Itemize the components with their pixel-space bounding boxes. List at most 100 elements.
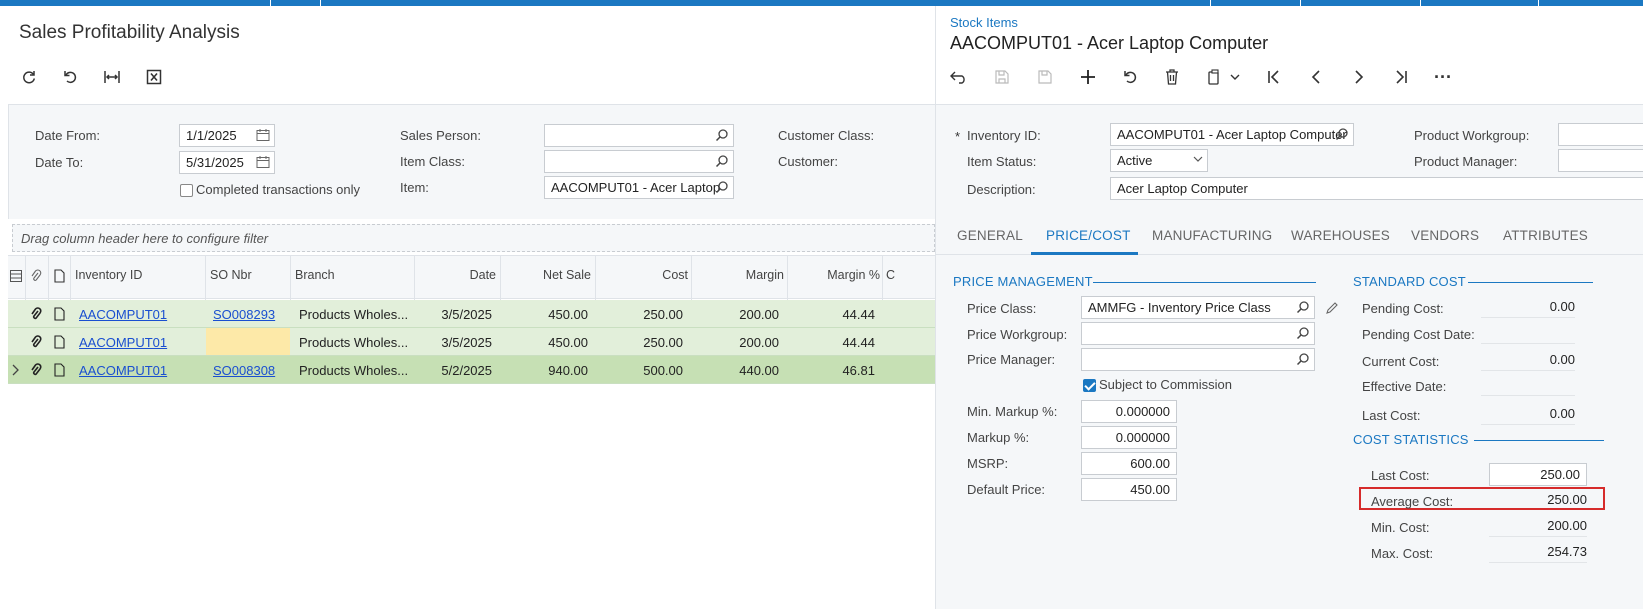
search-icon[interactable] — [715, 154, 729, 168]
save-icon[interactable] — [1032, 64, 1058, 90]
price-class-label: Price Class: — [967, 301, 1037, 316]
tab-general[interactable]: GENERAL — [957, 228, 1023, 243]
price-workgroup-field[interactable] — [1081, 322, 1315, 345]
export-excel-icon[interactable] — [141, 64, 167, 90]
sales-person-field[interactable] — [544, 124, 734, 147]
col-header-next[interactable]: C — [886, 268, 896, 282]
inventory-id-label: Inventory ID: — [967, 128, 1041, 143]
table-row-selected[interactable]: AACOMPUT01 SO008308 Products Wholes... 5… — [8, 356, 935, 384]
date-from-field[interactable]: 1/1/2025 — [179, 124, 275, 147]
calendar-icon[interactable] — [256, 155, 270, 169]
col-header-inventory-id[interactable]: Inventory ID — [75, 268, 143, 282]
completed-transactions-checkbox[interactable] — [180, 184, 193, 197]
breadcrumb[interactable]: Stock Items — [950, 15, 1018, 30]
delete-icon[interactable] — [1159, 64, 1185, 90]
item-field[interactable]: AACOMPUT01 - Acer Laptop — [544, 176, 734, 199]
col-header-branch[interactable]: Branch — [295, 268, 335, 282]
next-record-icon[interactable] — [1346, 64, 1372, 90]
filter-area: Date From: 1/1/2025 Date To: 5/31/2025 C… — [8, 104, 935, 219]
first-record-icon[interactable] — [1261, 64, 1287, 90]
msrp-field[interactable]: 600.00 — [1081, 452, 1177, 475]
search-icon[interactable] — [715, 180, 729, 194]
product-workgroup-field[interactable] — [1558, 123, 1643, 146]
inventory-id-link[interactable]: AACOMPUT01 — [79, 307, 168, 322]
search-icon[interactable] — [1296, 326, 1310, 340]
edit-pencil-icon[interactable] — [1325, 301, 1339, 315]
description-value: Acer Laptop Computer — [1117, 181, 1248, 196]
margin-pct-cell: 46.81 — [842, 363, 875, 378]
tab-manufacturing[interactable]: MANUFACTURING — [1152, 228, 1273, 243]
row-expand-chevron-icon[interactable] — [11, 364, 19, 376]
date-to-field[interactable]: 5/31/2025 — [179, 151, 275, 174]
last-record-icon[interactable] — [1388, 64, 1414, 90]
add-icon[interactable] — [1075, 64, 1101, 90]
inventory-id-link[interactable]: AACOMPUT01 — [79, 363, 168, 378]
inventory-id-field[interactable]: AACOMPUT01 - Acer Laptop Computer — [1110, 123, 1354, 146]
margin-cell: 440.00 — [739, 363, 779, 378]
fit-columns-icon[interactable] — [99, 64, 125, 90]
calendar-icon[interactable] — [256, 128, 270, 142]
table-row[interactable]: AACOMPUT01 SO008293 Products Wholes... 3… — [8, 300, 935, 328]
price-manager-field[interactable] — [1081, 348, 1315, 371]
record-form: * Inventory ID: AACOMPUT01 - Acer Laptop… — [936, 104, 1643, 609]
search-icon[interactable] — [715, 128, 729, 142]
more-icon[interactable]: ··· — [1434, 66, 1452, 87]
completed-transactions-label: Completed transactions only — [196, 182, 361, 197]
product-manager-field[interactable] — [1558, 149, 1643, 172]
product-manager-label: Product Manager: — [1414, 154, 1518, 169]
attachment-icon[interactable] — [30, 335, 42, 349]
search-icon[interactable] — [1335, 127, 1349, 141]
subject-to-commission-checkbox[interactable] — [1083, 379, 1096, 392]
min-markup-field[interactable]: 0.000000 — [1081, 400, 1177, 423]
default-price-field[interactable]: 450.00 — [1081, 478, 1177, 501]
tab-warehouses[interactable]: WAREHOUSES — [1291, 228, 1391, 243]
attachment-icon[interactable] — [30, 307, 42, 321]
last-cost-label: Last Cost: — [1362, 408, 1421, 423]
note-icon[interactable] — [54, 363, 65, 377]
item-class-field[interactable] — [544, 150, 734, 173]
search-icon[interactable] — [1296, 300, 1310, 314]
average-cost-label: Average Cost: — [1371, 494, 1454, 509]
item-status-select[interactable]: Active — [1110, 149, 1208, 172]
tab-price-cost[interactable]: PRICE/COST — [1046, 228, 1131, 243]
pending-cost-label: Pending Cost: — [1362, 301, 1444, 316]
tab-attributes[interactable]: ATTRIBUTES — [1503, 228, 1589, 243]
so-nbr-link[interactable]: SO008308 — [213, 363, 276, 378]
col-header-so-nbr[interactable]: SO Nbr — [210, 268, 252, 282]
note-icon[interactable] — [54, 307, 65, 321]
drag-column-hint[interactable]: Drag column header here to configure fil… — [12, 224, 935, 252]
so-nbr-empty-cell[interactable] — [206, 328, 290, 355]
row-settings-icon[interactable] — [10, 270, 22, 282]
col-header-margin[interactable]: Margin — [745, 268, 784, 282]
cost-cell: 500.00 — [643, 363, 683, 378]
copy-paste-icon[interactable] — [1202, 64, 1228, 90]
tab-vendors[interactable]: VENDORS — [1411, 228, 1480, 243]
price-management-section-title: PRICE MANAGEMENT — [953, 274, 1093, 289]
table-row[interactable]: AACOMPUT01 Products Wholes... 3/5/2025 4… — [8, 328, 935, 356]
markup-field[interactable]: 0.000000 — [1081, 426, 1177, 449]
chevron-down-icon[interactable] — [1193, 155, 1203, 163]
item-class-label: Item Class: — [400, 154, 466, 169]
undo-icon[interactable] — [57, 64, 83, 90]
effective-date-label: Effective Date: — [1362, 379, 1447, 394]
search-icon[interactable] — [1296, 352, 1310, 366]
back-icon[interactable] — [946, 64, 972, 90]
chevron-down-icon[interactable] — [1222, 64, 1248, 90]
col-header-net-sale[interactable]: Net Sale — [543, 268, 591, 282]
refresh-icon[interactable] — [16, 64, 42, 90]
description-field[interactable]: Acer Laptop Computer — [1110, 177, 1643, 200]
inventory-id-link[interactable]: AACOMPUT01 — [79, 335, 168, 350]
so-nbr-link[interactable]: SO008293 — [213, 307, 276, 322]
min-markup-label: Min. Markup %: — [967, 404, 1058, 419]
undo-icon[interactable] — [1117, 64, 1143, 90]
save-close-icon[interactable] — [989, 64, 1015, 90]
attachment-icon[interactable] — [30, 363, 42, 377]
previous-record-icon[interactable] — [1303, 64, 1329, 90]
price-class-field[interactable]: AMMFG - Inventory Price Class — [1081, 296, 1315, 319]
item-status-label: Item Status: — [967, 154, 1037, 169]
note-icon[interactable] — [54, 335, 65, 349]
top-accent-bar — [0, 0, 1643, 6]
col-header-date[interactable]: Date — [469, 268, 496, 282]
col-header-margin-pct[interactable]: Margin % — [827, 268, 880, 282]
col-header-cost[interactable]: Cost — [662, 268, 688, 282]
